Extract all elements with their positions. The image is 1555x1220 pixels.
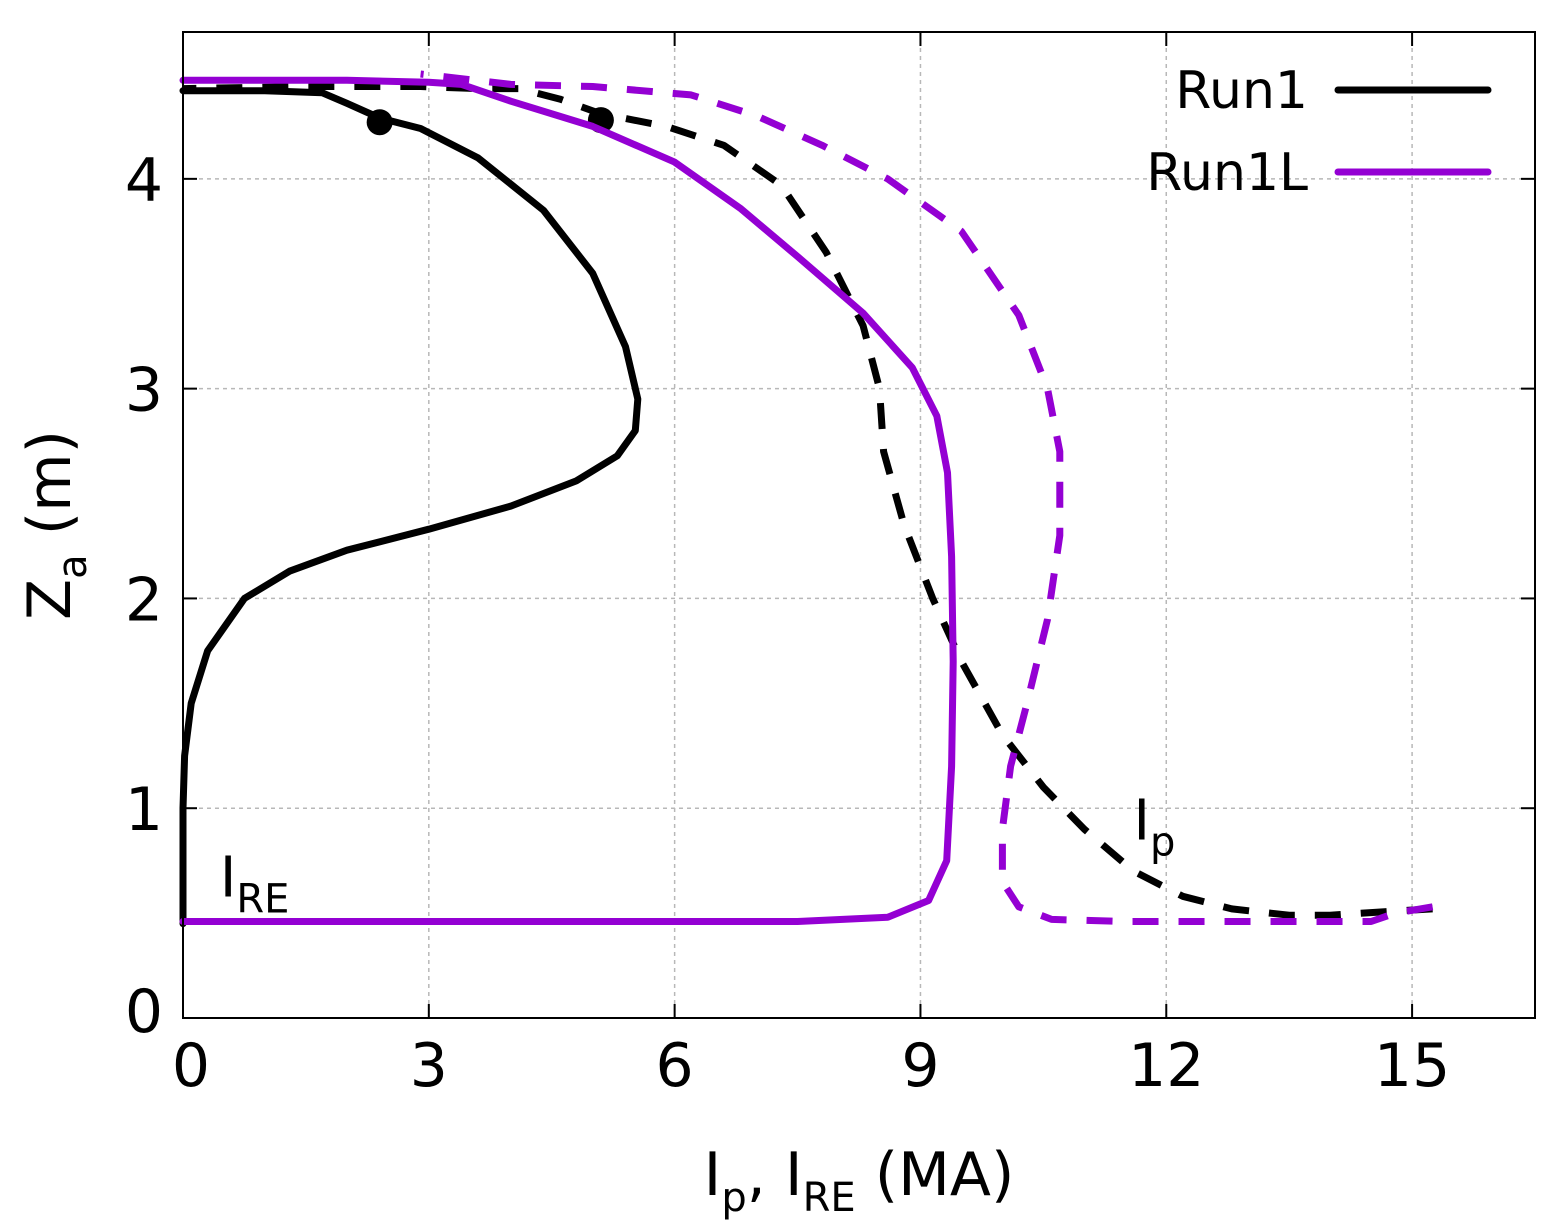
x-tick-label: 9	[901, 1031, 939, 1101]
y-tick-label: 0	[125, 977, 163, 1047]
x-tick-label: 0	[172, 1031, 210, 1101]
grid	[183, 32, 1535, 1018]
legend: Run1 Run1L	[1146, 61, 1492, 203]
plot-frame	[182, 31, 1536, 1019]
series-line-run1l-i-re	[179, 76, 957, 925]
y-tick-label: 3	[125, 356, 163, 426]
axis-ticks	[182, 32, 1535, 1019]
series-line-run1l-i-p	[420, 70, 1434, 925]
x-tick-label: 3	[410, 1031, 448, 1101]
legend-label: Run1	[1175, 61, 1308, 121]
y-axis-title: Za (m)	[15, 430, 96, 620]
x-tick-label: 12	[1128, 1031, 1204, 1101]
legend-label: Run1L	[1146, 143, 1308, 203]
annotation-label: Ip	[1133, 789, 1175, 866]
y-tick-label: 4	[125, 146, 163, 216]
series-line-run1-i-p	[182, 83, 1433, 919]
x-tick-label: 6	[656, 1031, 694, 1101]
x-axis-title: Ip, IRE (MA)	[704, 1140, 1015, 1220]
x-tick-label: 15	[1374, 1031, 1450, 1101]
series-line-run1-i-re	[179, 87, 642, 928]
annotation-label: IRE	[220, 845, 290, 922]
annotations: IRE Ip	[220, 789, 1176, 923]
series-marker	[366, 109, 393, 136]
series-layer	[179, 70, 1434, 928]
y-tick-label: 2	[125, 565, 163, 635]
y-tick-label: 1	[125, 775, 163, 845]
